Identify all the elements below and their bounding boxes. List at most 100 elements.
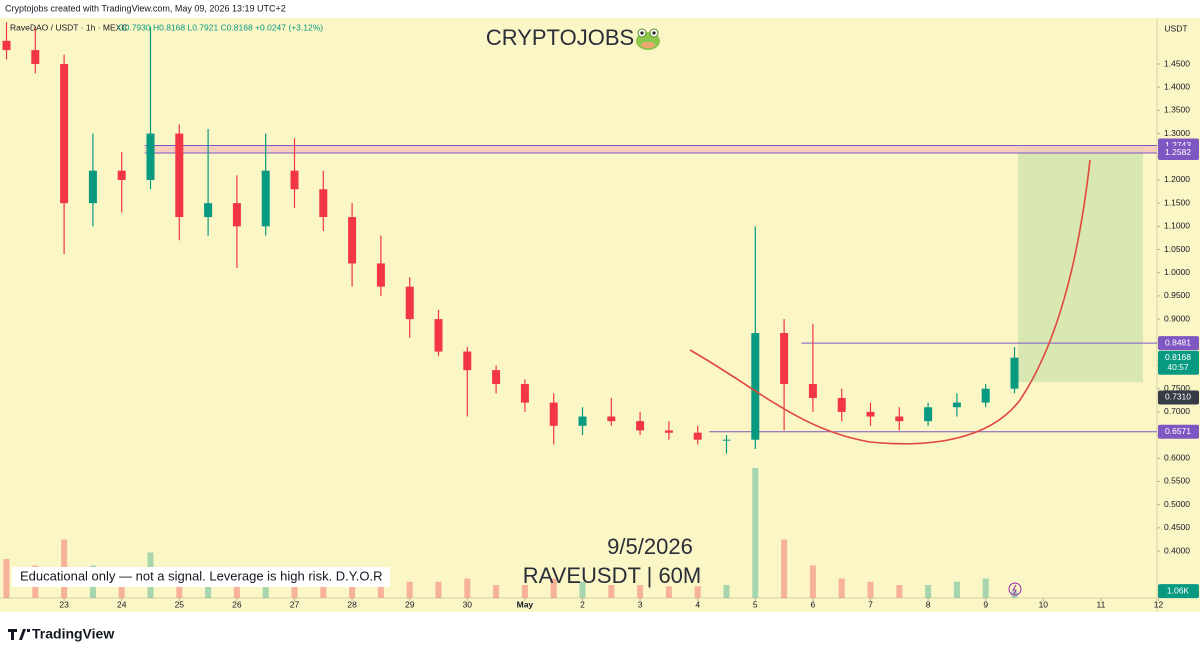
candle-body (117, 170, 126, 180)
candle-body (492, 370, 501, 385)
candle-body (924, 407, 933, 422)
volume-bar (953, 581, 960, 598)
candle-body (952, 402, 961, 408)
x-tick-label: 25 (175, 599, 185, 609)
currency[interactable]: USDT (1164, 23, 1187, 33)
brand-logo (8, 629, 30, 640)
candle-body (578, 416, 587, 426)
level-label-box (1158, 336, 1199, 351)
price-label-box (1158, 390, 1199, 405)
x-tick-label: 30 (463, 599, 473, 609)
alert-bolt (1012, 584, 1017, 595)
volume-bar (665, 586, 672, 598)
volume-bar (550, 578, 557, 598)
candle-body (520, 384, 529, 403)
y-tick-label: 1.3500 (1164, 105, 1190, 115)
candle-body (981, 388, 990, 403)
volume-bar (608, 585, 615, 598)
volume-bar (118, 578, 125, 598)
x-tick-label: 23 (59, 599, 69, 609)
y-tick-label: 1.0000 (1164, 267, 1190, 277)
candle-body (434, 319, 443, 352)
disclaimer-box (12, 567, 390, 587)
candle-body (751, 333, 760, 440)
y-tick-label: 1.1000 (1164, 221, 1190, 231)
candle-body (664, 430, 673, 433)
y-tick-label: 0.5500 (1164, 476, 1190, 486)
target-zone (1017, 147, 1143, 383)
volume-label: 1.06K (1167, 585, 1190, 595)
axis-layer: 0.40000.45000.50000.55000.60000.65000.70… (59, 58, 1199, 609)
candle-body (348, 217, 357, 264)
alert-icon[interactable] (1008, 582, 1022, 596)
candle-body (146, 133, 155, 180)
volume-bar (521, 585, 528, 598)
candle-body (204, 203, 213, 218)
x-tick-label: 4 (695, 599, 700, 609)
volume-bar (694, 586, 701, 598)
pair-text: RAVEUSDT | 60M (523, 563, 702, 588)
volume-bar (637, 585, 644, 598)
volume-bar (925, 585, 932, 598)
marks-layer (2, 22, 1019, 454)
volume-bar (579, 581, 586, 598)
candle-body (722, 439, 731, 441)
candle-body (319, 189, 328, 218)
credit: Cryptojobs created with TradingView.com,… (5, 3, 286, 13)
volume-bar (781, 539, 788, 598)
candle-body (405, 286, 414, 320)
x-tick-label: 10 (1039, 599, 1049, 609)
back-layer (3, 145, 1157, 598)
volume-bar (464, 578, 471, 598)
candle-body (232, 203, 241, 227)
candle-body (895, 416, 904, 422)
x-tick-label: 2 (580, 599, 585, 609)
candle-body (693, 432, 702, 440)
x-tick-label: 11 (1096, 599, 1105, 609)
volume-bar (320, 578, 327, 598)
countdown: 40:57 (1167, 362, 1189, 372)
y-tick-label: 1.1500 (1164, 197, 1190, 207)
projection-curve (689, 159, 1091, 445)
y-tick-label: 0.4000 (1164, 545, 1190, 555)
x-tick-label: 12 (1154, 599, 1164, 609)
x-tick-label: 28 (347, 599, 357, 609)
level-label: 0.8481 (1165, 337, 1191, 347)
volume-bar (838, 578, 845, 598)
candle-body (866, 411, 875, 417)
volume-bar (377, 581, 384, 598)
price-label: 0.8168 (1165, 352, 1191, 362)
ohlc-legend: O0.7930 H0.8168 L0.7921 C0.8168 +0.0247 … (118, 22, 323, 32)
candle-body (463, 351, 472, 371)
candle-body (290, 170, 299, 190)
candle-body (636, 421, 645, 431)
y-tick-label: 1.2000 (1164, 174, 1190, 184)
x-tick-label: 27 (290, 599, 300, 609)
price-label: 0.7310 (1165, 392, 1191, 402)
y-tick-label: 1.4500 (1164, 58, 1190, 68)
x-tick-label: 6 (811, 599, 816, 609)
volume-bar (349, 578, 356, 598)
candle-body (607, 416, 616, 422)
y-tick-label: 0.5000 (1164, 499, 1190, 509)
y-tick-label: 1.3000 (1164, 128, 1190, 138)
chart-area (0, 18, 1200, 612)
y-tick-label: 0.7000 (1164, 406, 1190, 416)
volume-bar (809, 565, 816, 598)
x-tick-label: 5 (753, 599, 758, 609)
x-tick-label: 24 (117, 599, 127, 609)
candle-body (31, 50, 40, 65)
x-tick-label: 3 (638, 599, 643, 609)
volume-bar (867, 581, 874, 598)
frog-icon (636, 28, 660, 50)
candle-body (175, 133, 184, 218)
candle-body (88, 170, 97, 204)
y-tick-label: 0.9500 (1164, 290, 1190, 300)
candle-body (837, 397, 846, 412)
candle-body (549, 402, 558, 426)
title: CRYPTOJOBS (486, 25, 634, 50)
volume-bar (723, 585, 730, 598)
volume-bar (435, 581, 442, 598)
